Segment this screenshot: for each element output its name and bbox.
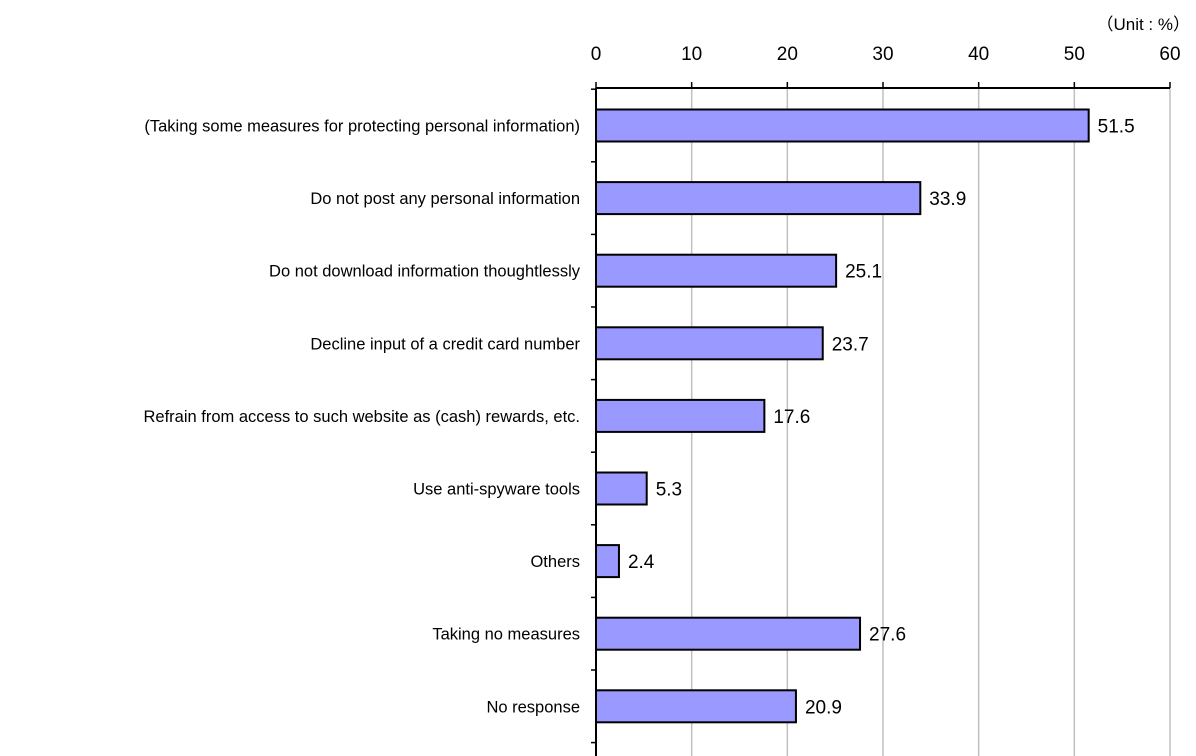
category-label: Decline input of a credit card number: [310, 335, 580, 353]
axes: [591, 87, 1170, 756]
x-tick-label: 20: [777, 44, 798, 65]
category-label: Taking no measures: [432, 626, 580, 644]
x-tick-label: 40: [968, 44, 989, 65]
bar: [595, 616, 862, 651]
category-label: No response: [486, 698, 580, 716]
category-label: (Taking some measures for protecting per…: [144, 118, 580, 136]
value-label: 20.9: [805, 697, 842, 718]
category-label: Refrain from access to such website as (…: [144, 408, 581, 426]
value-label: 17.6: [773, 407, 810, 428]
value-label: 33.9: [929, 189, 966, 210]
bar: [595, 108, 1090, 143]
x-tick-label: 0: [591, 44, 602, 65]
category-label: Do not download information thoughtlessl…: [269, 263, 581, 281]
bar: [595, 471, 648, 506]
x-tick-label: 60: [1159, 44, 1180, 65]
bar: [595, 398, 766, 433]
x-tick-label: 10: [681, 44, 702, 65]
value-label: 27.6: [869, 625, 906, 646]
unit-label: （Unit : %）: [1096, 15, 1190, 34]
bar: [595, 326, 824, 361]
bar: [595, 253, 838, 288]
bar: [595, 181, 922, 216]
bar: [595, 689, 797, 724]
value-label: 2.4: [628, 552, 655, 573]
x-tick-label: 30: [872, 44, 893, 65]
value-label: 5.3: [656, 480, 682, 501]
category-label: Others: [530, 553, 580, 571]
category-label: Do not post any personal information: [310, 190, 580, 208]
value-label: 51.5: [1098, 117, 1135, 138]
category-label: Use anti-spyware tools: [413, 481, 580, 499]
x-axis-ticks: 0 10 20 30 40 50 60: [591, 44, 1181, 88]
value-label: 25.1: [845, 262, 882, 283]
value-label: 23.7: [832, 334, 869, 355]
bars: (Taking some measures for protecting per…: [144, 108, 1135, 724]
bar: [595, 544, 620, 579]
x-tick-label: 50: [1064, 44, 1085, 65]
